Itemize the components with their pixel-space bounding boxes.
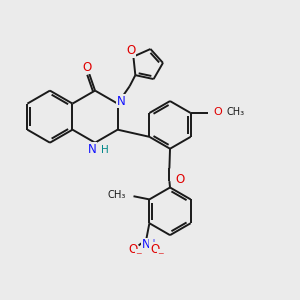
Text: ⁻: ⁻ (158, 250, 164, 263)
Text: H: H (101, 145, 109, 155)
Text: +: + (149, 238, 157, 248)
Text: N: N (117, 94, 126, 108)
Text: O: O (82, 61, 92, 74)
Text: O: O (175, 173, 184, 186)
Text: O: O (126, 44, 136, 57)
Text: CH₃: CH₃ (226, 107, 245, 117)
Text: O: O (214, 107, 223, 117)
Text: ⁻: ⁻ (135, 250, 142, 263)
Text: N: N (142, 238, 151, 251)
Text: O: O (151, 243, 160, 256)
Text: CH₃: CH₃ (107, 190, 126, 200)
Text: O: O (128, 243, 137, 256)
Text: N: N (88, 143, 97, 156)
